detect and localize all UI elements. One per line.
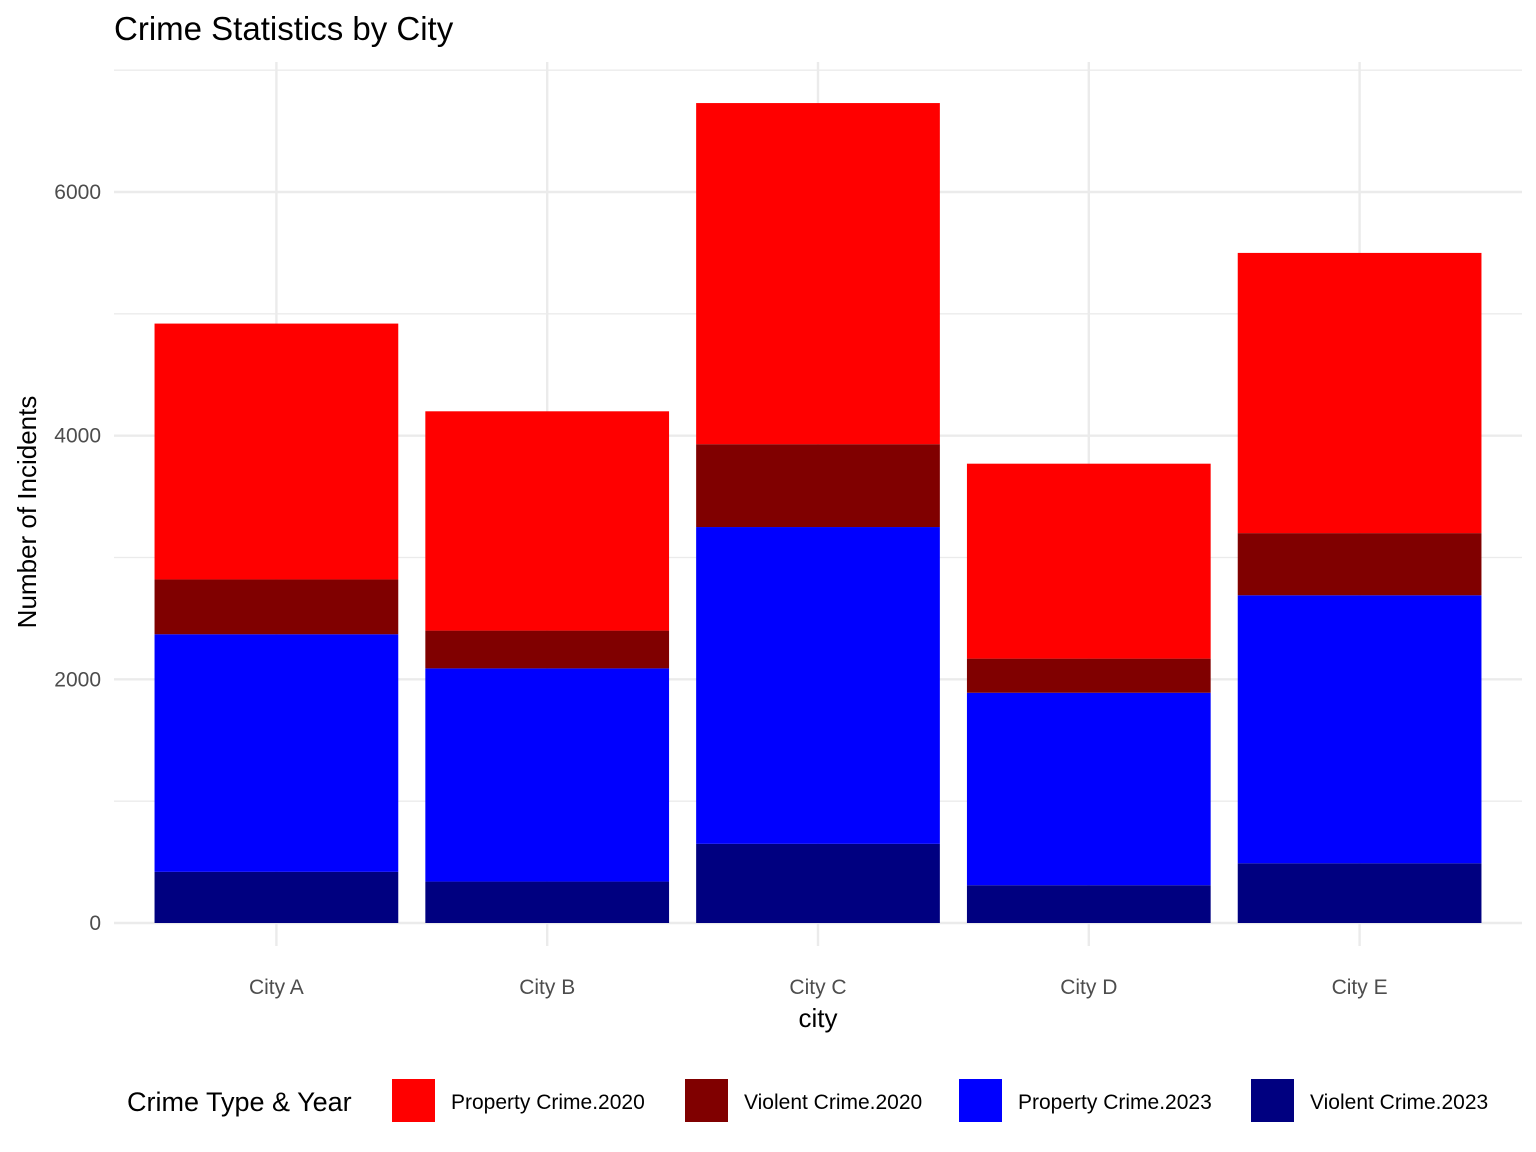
legend-key [392, 1079, 435, 1122]
bars [154, 103, 1482, 923]
bar-segment [425, 668, 670, 882]
x-axis-title: city [799, 1003, 838, 1033]
y-tick-label: 6000 [54, 181, 101, 204]
bar-segment [1237, 595, 1482, 864]
y-axis-ticks: 0 2000 4000 6000 [54, 181, 101, 935]
bar-segment [696, 527, 940, 844]
legend: Crime Type & Year Property Crime.2020 Vio… [127, 1079, 1488, 1122]
legend-label: Property Crime.2020 [451, 1091, 645, 1114]
bar-segment [696, 843, 940, 923]
chart-title: Crime Statistics by City [114, 10, 454, 47]
y-axis-title: Number of Incidents [12, 396, 42, 629]
bar-segment [1237, 533, 1482, 596]
legend-key [685, 1079, 728, 1122]
bar-segment [425, 881, 670, 923]
bar-segment [696, 103, 940, 445]
y-tick-label: 2000 [54, 668, 101, 691]
y-tick-label: 4000 [54, 425, 101, 448]
bar-segment [154, 871, 399, 923]
bar-segment [425, 411, 670, 631]
bar-segment [966, 885, 1211, 923]
bar-segment [154, 634, 399, 872]
bar-segment [1237, 863, 1482, 923]
x-axis-ticks: City A City B City C City D City E [249, 976, 1388, 999]
bar-segment [154, 323, 399, 580]
legend-label: Violent Crime.2020 [744, 1091, 922, 1114]
y-tick-label: 0 [89, 912, 101, 935]
bar-segment [1237, 252, 1482, 534]
legend-key [959, 1079, 1002, 1122]
bar-segment [966, 463, 1211, 659]
bar-segment [966, 658, 1211, 693]
x-tick-label: City A [249, 976, 304, 999]
bar-segment [696, 444, 940, 528]
legend-label: Violent Crime.2023 [1310, 1091, 1488, 1114]
legend-label: Property Crime.2023 [1018, 1091, 1212, 1114]
bar-segment [154, 579, 399, 635]
legend-title: Crime Type & Year [127, 1087, 352, 1117]
legend-key [1251, 1079, 1294, 1122]
x-tick-label: City D [1060, 976, 1117, 999]
x-tick-label: City B [519, 976, 575, 999]
bar-segment [966, 692, 1211, 886]
bar-segment [425, 630, 670, 669]
x-tick-label: City E [1332, 976, 1388, 999]
x-tick-label: City C [789, 976, 846, 999]
